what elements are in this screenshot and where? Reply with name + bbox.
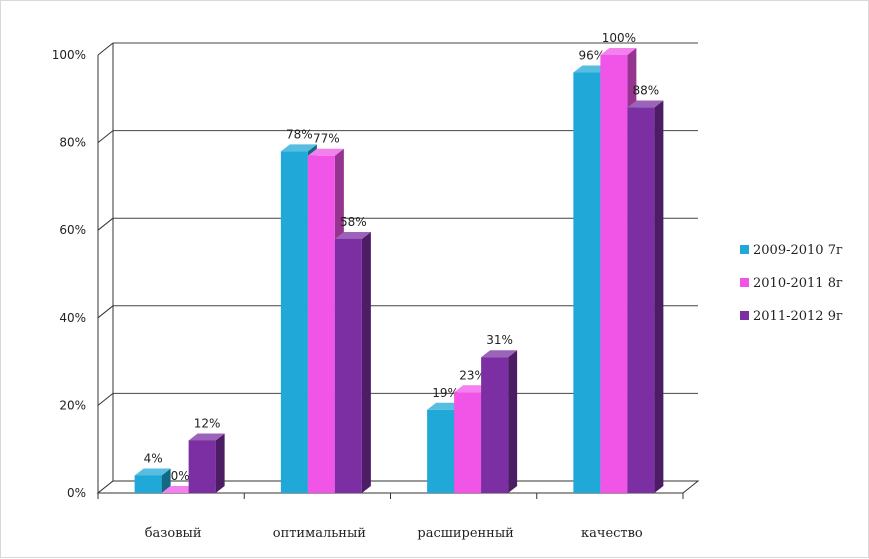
bar [454,392,482,493]
bar-top [307,148,344,156]
y-tick-label: 20% [59,398,86,412]
data-label: 19% [432,386,459,400]
bar-top [627,100,664,108]
legend-swatch [740,245,749,254]
data-label: 88% [633,84,660,98]
bar [334,238,362,493]
bar-side [654,100,664,493]
gridline-depth [97,217,114,231]
y-tick-label: 60% [59,223,86,237]
data-label: 23% [459,368,486,382]
bar [307,155,335,494]
gridline-depth [97,393,114,406]
bar [188,440,216,493]
gridline-depth [97,305,114,319]
x-tick-label: качество [581,526,643,541]
y-tick-label: 100% [52,48,86,62]
bar-side [161,468,171,493]
bar [427,409,455,493]
bar-side [361,231,371,493]
bar-top [280,144,317,152]
data-label: 0% [171,469,190,483]
bar [573,72,601,494]
data-label: 100% [602,31,636,45]
data-label: 12% [194,416,221,430]
x-tick-label: расширенный [417,526,513,541]
legend-label: 2011-2012 9г [753,309,843,324]
bar-top [134,468,171,476]
bar [134,475,162,493]
bar-top [481,350,518,358]
data-label: 58% [340,215,367,229]
data-label: 96% [579,49,606,63]
legend-label: 2010-2011 8г [753,276,843,291]
x-tick-label: оптимальный [273,526,366,541]
bar-top [600,48,637,55]
data-label: 4% [144,451,163,465]
data-label: 77% [313,132,340,146]
bar [280,151,308,494]
bar [600,55,628,493]
legend-swatch [740,311,749,320]
gridline-depth [97,42,114,56]
y-tick-label: 40% [59,311,86,325]
bar-side [215,433,225,493]
data-label: 78% [286,127,313,141]
bar-top [188,433,225,441]
bar-side [508,350,518,493]
bar [481,357,509,493]
legend-swatch [740,278,749,287]
y-tick-label: 80% [59,136,86,150]
y-tick-label: 0% [67,486,86,500]
legend-label: 2009-2010 7г [753,243,843,258]
gridline-depth [97,130,114,143]
bar [627,107,655,493]
x-tick-label: базовый [145,526,202,541]
data-label: 31% [486,333,513,347]
bar-top [334,231,371,239]
